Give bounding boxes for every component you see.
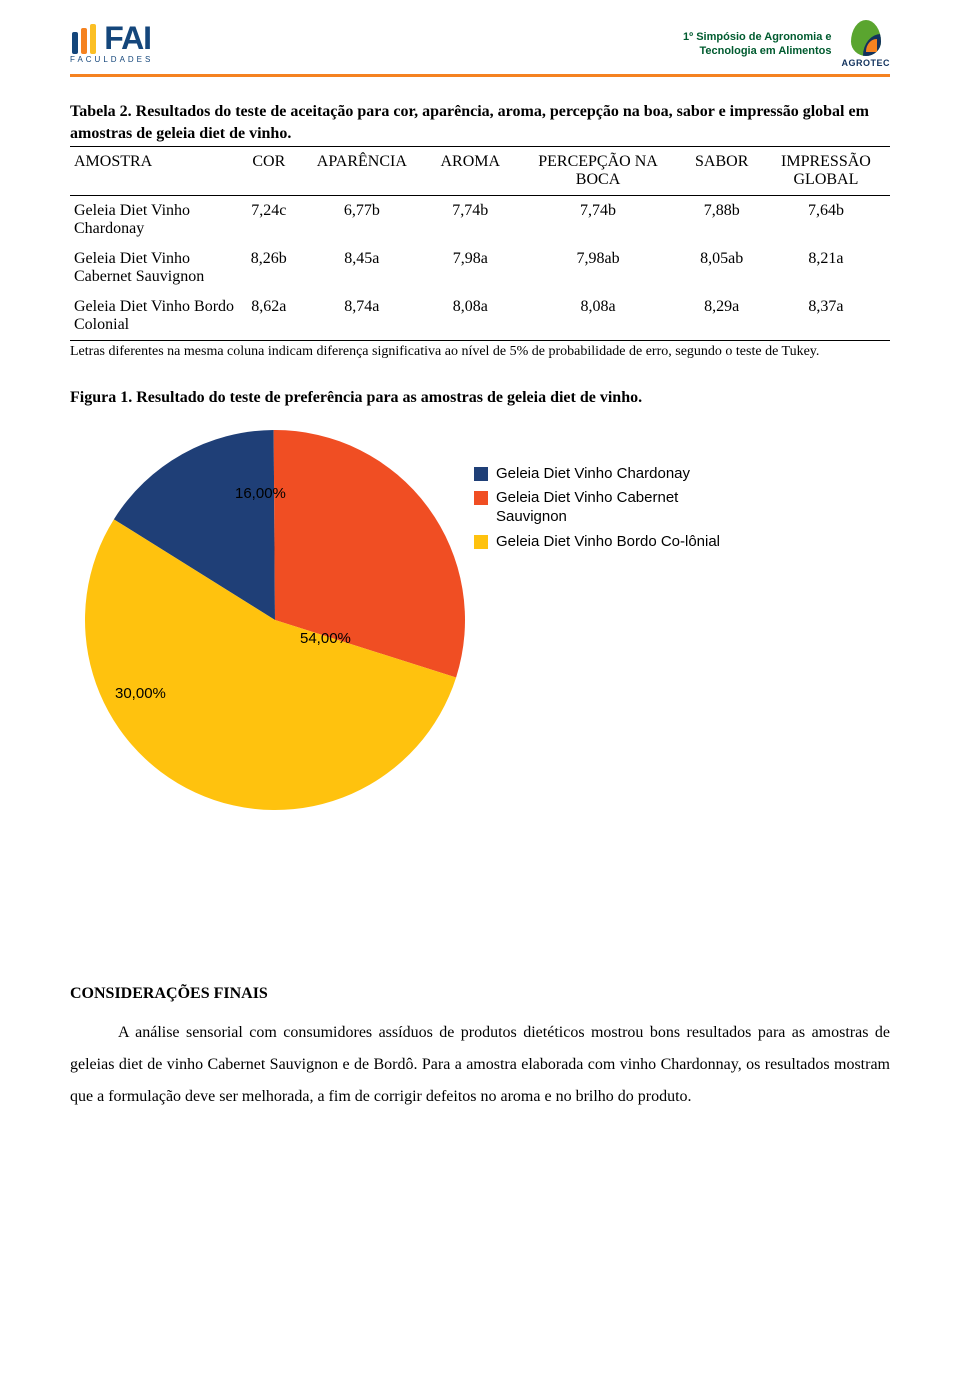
legend-swatch xyxy=(474,535,488,549)
table2-cell: 8,62a xyxy=(240,292,298,341)
legend-item: Geleia Diet Vinho Bordo Co-lônial xyxy=(474,533,734,552)
table2-cell: 7,64b xyxy=(762,196,890,245)
table2-cell: 8,26b xyxy=(240,244,298,292)
table2-rowlabel: Geleia Diet Vinho Chardonay xyxy=(70,196,240,245)
table2-cell: 7,98a xyxy=(426,244,514,292)
final-paragraph: A análise sensorial com consumidores ass… xyxy=(70,1017,890,1113)
table2-colhdr: APARÊNCIA xyxy=(298,147,426,196)
drop-icon xyxy=(851,20,881,56)
table2-note: Letras diferentes na mesma coluna indica… xyxy=(70,343,890,361)
legend-item: Geleia Diet Vinho Cabernet Sauvignon xyxy=(474,489,734,527)
header-right: 1º Simpósio de Agronomia e Tecnologia em… xyxy=(683,20,890,68)
table2-cell: 7,88b xyxy=(682,196,762,245)
fai-text: FAI xyxy=(104,20,151,56)
table2-title: Tabela 2. Resultados do teste de aceitaç… xyxy=(70,101,890,144)
table2-cell: 7,74b xyxy=(426,196,514,245)
table2: AMOSTRACORAPARÊNCIAAROMAPERCEPÇÃO NABOCA… xyxy=(70,146,890,341)
fai-logo: FAI FACULDADES xyxy=(70,20,153,64)
table2-colhdr: PERCEPÇÃO NABOCA xyxy=(515,147,682,196)
table2-rowlabel: Geleia Diet Vinho Bordo Colonial xyxy=(70,292,240,341)
pie-legend: Geleia Diet Vinho Chardonay Geleia Diet V… xyxy=(474,465,734,558)
pie-slice-label: 16,00% xyxy=(235,485,286,502)
legend-swatch xyxy=(474,491,488,505)
table2-cell: 7,98ab xyxy=(515,244,682,292)
legend-label: Geleia Diet Vinho Chardonay xyxy=(496,465,690,484)
fai-bars-icon xyxy=(72,24,96,54)
agrotec-logo: AGROTEC xyxy=(842,20,891,68)
fai-logo-text: FAI xyxy=(104,20,151,57)
table2-cell: 8,08a xyxy=(426,292,514,341)
table2-cell: 8,45a xyxy=(298,244,426,292)
pie-slice-label: 30,00% xyxy=(115,685,166,702)
table2-colhdr: AROMA xyxy=(426,147,514,196)
pie-svg xyxy=(80,425,470,815)
table2-colhdr: SABOR xyxy=(682,147,762,196)
table2-cell: 7,24c xyxy=(240,196,298,245)
table2-cell: 8,74a xyxy=(298,292,426,341)
legend-label: Geleia Diet Vinho Cabernet Sauvignon xyxy=(496,489,734,527)
legend-swatch xyxy=(474,467,488,481)
table2-cell: 8,29a xyxy=(682,292,762,341)
table2-cell: 8,21a xyxy=(762,244,890,292)
table2-rowlabel: Geleia Diet Vinho Cabernet Sauvignon xyxy=(70,244,240,292)
table2-colhdr: IMPRESSÃOGLOBAL xyxy=(762,147,890,196)
header-rule xyxy=(70,74,890,77)
legend-label: Geleia Diet Vinho Bordo Co-lônial xyxy=(496,533,720,552)
figure1: 16,00% 30,00% 54,00% Geleia Diet Vinho Cha… xyxy=(70,425,890,815)
event-title: 1º Simpósio de Agronomia e Tecnologia em… xyxy=(683,30,831,59)
event-line1: 1º Simpósio de Agronomia e xyxy=(683,30,831,44)
table2-cell: 7,74b xyxy=(515,196,682,245)
figure1-title: Figura 1. Resultado do teste de preferên… xyxy=(70,389,890,407)
pie-slice-label: 54,00% xyxy=(300,630,351,647)
page-header: FAI FACULDADES 1º Simpósio de Agronomia … xyxy=(70,20,890,68)
fai-subtext: FACULDADES xyxy=(70,55,153,64)
legend-item: Geleia Diet Vinho Chardonay xyxy=(474,465,734,484)
table2-cell: 8,08a xyxy=(515,292,682,341)
table2-cell: 8,05ab xyxy=(682,244,762,292)
table2-colhdr: COR xyxy=(240,147,298,196)
pie-chart: 16,00% 30,00% 54,00% xyxy=(80,425,470,815)
table2-colhdr: AMOSTRA xyxy=(70,147,240,196)
final-heading: CONSIDERAÇÕES FINAIS xyxy=(70,985,890,1003)
agrotec-label: AGROTEC xyxy=(842,58,891,68)
table2-cell: 6,77b xyxy=(298,196,426,245)
table2-cell: 8,37a xyxy=(762,292,890,341)
event-line2: Tecnologia em Alimentos xyxy=(683,44,831,58)
